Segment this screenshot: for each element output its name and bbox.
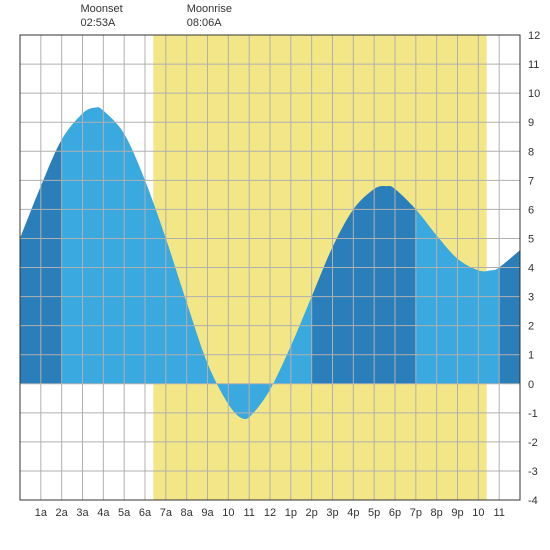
x-tick-label: 2a	[56, 507, 69, 519]
y-tick-label: 9	[528, 117, 534, 129]
x-tick-label: 1p	[285, 507, 297, 519]
y-tick-label: -2	[528, 437, 538, 449]
y-tick-label: -4	[528, 495, 538, 507]
x-tick-label: 6a	[139, 507, 152, 519]
x-tick-label: 7a	[160, 507, 173, 519]
x-tick-label: 11	[493, 507, 504, 519]
moonset-time: 02:53A	[81, 17, 123, 31]
x-tick-label: 3a	[76, 507, 89, 519]
x-tick-label: 9p	[451, 507, 463, 519]
moonrise-annotation: Moonrise08:06A	[187, 3, 232, 31]
y-tick-label: 1	[528, 350, 534, 362]
x-tick-label: 9a	[201, 507, 214, 519]
chart-svg: -4-3-2-101234567891011121a2a3a4a5a6a7a8a…	[0, 0, 550, 550]
x-tick-label: 7p	[410, 507, 422, 519]
y-tick-label: 5	[528, 233, 534, 245]
x-tick-label: 8p	[431, 507, 443, 519]
y-tick-label: 3	[528, 292, 534, 304]
y-tick-label: 7	[528, 175, 534, 187]
y-tick-label: 6	[528, 204, 534, 216]
x-tick-label: 3p	[326, 507, 338, 519]
x-tick-label: 4a	[97, 507, 110, 519]
y-tick-label: 10	[528, 88, 540, 100]
x-tick-label: 5p	[368, 507, 380, 519]
x-tick-label: 8a	[181, 507, 194, 519]
tide-chart: -4-3-2-101234567891011121a2a3a4a5a6a7a8a…	[0, 0, 550, 550]
y-tick-label: 0	[528, 379, 534, 391]
moonset-label: Moonset	[81, 3, 123, 17]
y-tick-label: 8	[528, 146, 534, 158]
y-tick-label: -3	[528, 466, 538, 478]
y-tick-label: 4	[528, 263, 534, 275]
x-tick-label: 10	[222, 507, 234, 519]
x-tick-label: 10	[472, 507, 484, 519]
x-tick-label: 2p	[306, 507, 318, 519]
x-tick-label: 4p	[347, 507, 359, 519]
x-tick-label: 6p	[389, 507, 401, 519]
moonrise-time: 08:06A	[187, 17, 232, 31]
moonset-annotation: Moonset02:53A	[81, 3, 123, 31]
x-tick-label: 5a	[118, 507, 131, 519]
y-tick-label: 2	[528, 321, 534, 333]
y-tick-label: 12	[528, 30, 540, 42]
x-tick-label: 12	[264, 507, 276, 519]
x-tick-label: 1a	[35, 507, 48, 519]
moonrise-label: Moonrise	[187, 3, 232, 17]
y-tick-label: -1	[528, 408, 538, 420]
x-tick-label: 11	[243, 507, 254, 519]
y-tick-label: 11	[528, 59, 539, 71]
